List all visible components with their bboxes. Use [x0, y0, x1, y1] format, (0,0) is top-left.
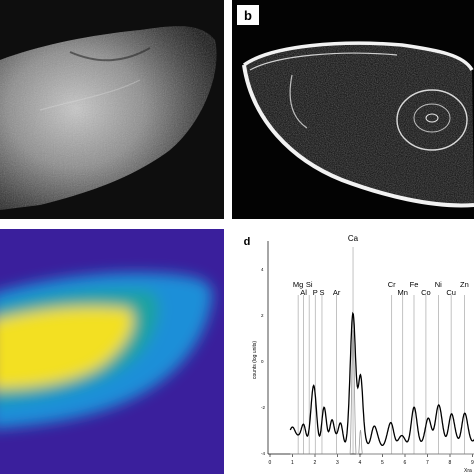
y-axis-title: counts (log units): [252, 341, 258, 379]
x-tick-label: 3: [336, 460, 339, 466]
x-tick-label: 4: [359, 460, 362, 466]
panel-d-spectrum: Mg Al Si S P Ar Ca Cr Mn Fe Co Ni Cu Zn 4 2 0 -2 -4 0 1 2 3 4…: [232, 229, 474, 474]
element-label-ca: Ca: [348, 234, 359, 243]
x-tick-label: 6: [404, 460, 407, 466]
x-tick-label: 8: [449, 460, 452, 466]
element-label-ni: Ni: [435, 280, 442, 289]
x-tick-label: 2: [314, 460, 317, 466]
y-tick-label: 2: [261, 313, 264, 318]
y-tick-label: -4: [261, 451, 265, 456]
element-label-si: Si: [306, 280, 313, 289]
spectrum-reference-curve: [290, 330, 474, 455]
edge-outline-image: [232, 0, 474, 219]
x-axis-ticks: 0 1 2 3 4 5 6 7 8 9: [269, 454, 474, 466]
element-label-s: S: [319, 288, 324, 297]
element-label-al: Al: [300, 288, 307, 297]
panel-c-heatmap-image: [0, 229, 224, 474]
element-label-zn: Zn: [460, 280, 469, 289]
y-tick-label: 4: [261, 267, 264, 272]
x-tick-label: 5: [381, 460, 384, 466]
element-label-co: Co: [421, 288, 431, 297]
x-tick-label: 7: [426, 460, 429, 466]
element-label-ar: Ar: [333, 288, 341, 297]
panel-b-label: b: [237, 5, 259, 25]
element-label-mg: Mg: [293, 280, 303, 289]
panel-a-grayscale-image: [0, 0, 224, 219]
element-heatmap-image: [0, 229, 224, 474]
element-label-fe: Fe: [410, 280, 419, 289]
spectrum-measured-curve: [289, 311, 474, 446]
x-tick-label: 0: [269, 460, 272, 466]
x-axis-title: Xra: [464, 468, 472, 474]
element-label-cu: Cu: [446, 288, 456, 297]
y-axis-ticks: 4 2 0 -2 -4: [261, 267, 265, 456]
y-tick-label: -2: [261, 405, 265, 410]
x-tick-label: 1: [291, 460, 294, 466]
grayscale-specimen-image: [0, 0, 224, 219]
y-tick-label: 0: [261, 359, 264, 364]
panel-d-label: d: [238, 233, 256, 251]
element-label-p: P: [313, 288, 318, 297]
panel-b-edge-image: b: [232, 0, 474, 219]
element-label-mn: Mn: [398, 288, 408, 297]
element-label-cr: Cr: [388, 280, 396, 289]
x-tick-label: 9: [471, 460, 474, 466]
